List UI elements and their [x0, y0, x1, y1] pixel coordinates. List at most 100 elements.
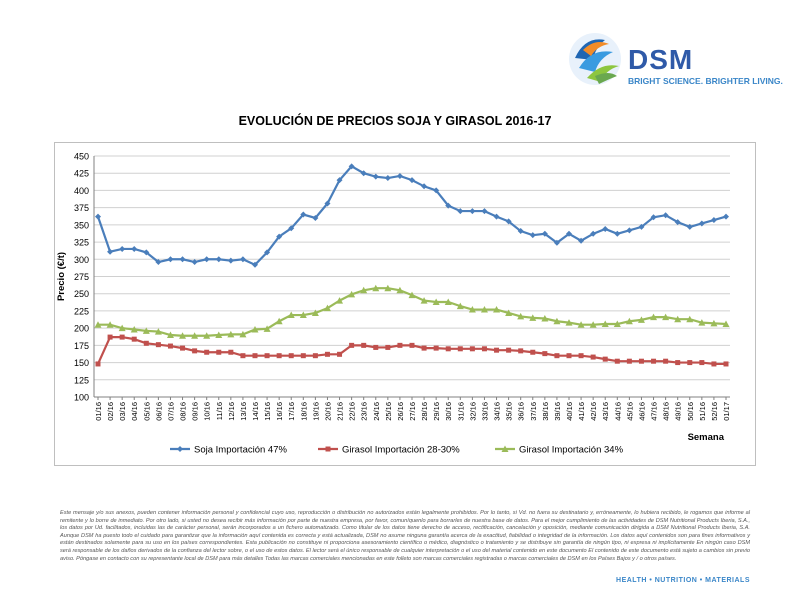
data-point	[119, 334, 125, 340]
data-point	[565, 319, 573, 326]
data-point	[409, 342, 415, 348]
x-tick-label: 09/16	[191, 402, 200, 421]
data-point	[637, 316, 645, 323]
data-point	[444, 298, 452, 305]
data-point	[227, 330, 235, 338]
data-point	[252, 353, 258, 359]
data-point	[312, 214, 319, 221]
data-point	[614, 358, 620, 364]
data-point	[312, 353, 318, 359]
data-point	[204, 349, 210, 355]
data-point	[650, 313, 658, 321]
x-tick-label: 37/16	[529, 402, 538, 421]
y-tick-label: 300	[74, 255, 89, 265]
data-point	[445, 346, 451, 352]
data-point	[408, 291, 416, 299]
data-point	[349, 342, 355, 348]
data-point	[722, 320, 730, 328]
data-point	[698, 319, 706, 326]
series-1	[95, 163, 729, 268]
data-point	[131, 245, 138, 252]
x-tick-label: 28/16	[420, 402, 429, 421]
data-point	[275, 317, 283, 325]
data-point	[264, 249, 271, 256]
x-tick-label: 24/16	[372, 402, 381, 421]
data-point	[373, 344, 379, 350]
data-point	[203, 256, 210, 263]
x-tick-label: 43/16	[601, 402, 610, 421]
data-point	[590, 354, 596, 360]
chart-title: EVOLUCIÓN DE PRECIOS SOJA Y GIRASOL 2016…	[238, 114, 552, 128]
footer-tagline: HEALTH • NUTRITION • MATERIALS	[616, 577, 750, 584]
data-point	[421, 183, 428, 190]
data-point	[166, 331, 174, 339]
x-tick-label: 52/16	[710, 402, 719, 421]
x-tick-label: 08/16	[179, 402, 188, 421]
x-tick-label: 12/16	[227, 402, 236, 421]
data-point	[651, 358, 657, 364]
data-point	[566, 353, 572, 359]
data-point	[686, 315, 694, 323]
data-point	[602, 356, 608, 362]
legend-entry: Girasol Importación 34%	[495, 445, 624, 456]
x-tick-label: 27/16	[408, 402, 417, 421]
data-point	[578, 353, 584, 359]
series-3	[94, 284, 730, 339]
data-point	[614, 230, 621, 237]
data-point	[409, 177, 415, 184]
data-point	[227, 257, 234, 264]
data-point	[517, 228, 524, 235]
data-point	[638, 358, 644, 364]
data-point	[662, 212, 669, 219]
data-point	[723, 213, 729, 220]
data-point	[154, 328, 162, 335]
data-point	[589, 321, 597, 328]
data-point	[143, 340, 149, 346]
data-point	[239, 256, 246, 263]
data-point	[396, 172, 403, 179]
x-tick-label: 51/16	[698, 402, 707, 421]
x-tick-label: 31/16	[456, 402, 465, 421]
data-point	[348, 290, 356, 298]
data-point	[626, 358, 632, 364]
data-point	[506, 347, 512, 353]
x-tick-label: 22/16	[348, 402, 357, 421]
x-tick-label: 23/16	[360, 402, 369, 421]
y-tick-label: 175	[74, 341, 89, 351]
x-tick-label: 01/17	[722, 402, 731, 421]
x-tick-label: 47/16	[650, 402, 659, 421]
data-point	[517, 312, 525, 320]
x-tick-label: 49/16	[674, 402, 683, 421]
y-tick-label: 150	[74, 358, 89, 368]
data-point	[385, 344, 391, 350]
data-point	[663, 358, 669, 364]
x-tick-label: 21/16	[336, 402, 345, 421]
data-point	[143, 249, 150, 256]
legend-entry: Girasol Importación 28-30%	[318, 445, 460, 456]
data-point	[553, 239, 560, 246]
x-tick-label: 35/16	[505, 402, 514, 421]
data-point	[384, 175, 391, 182]
data-point	[239, 330, 247, 338]
x-tick-label: 45/16	[625, 402, 634, 421]
data-point	[179, 332, 187, 339]
x-tick-label: 50/16	[686, 402, 695, 421]
data-point	[723, 361, 729, 367]
data-point	[433, 187, 440, 194]
x-tick-label: 20/16	[323, 402, 332, 421]
data-point	[457, 208, 464, 215]
data-point	[420, 297, 428, 304]
x-tick-label: 32/16	[468, 402, 477, 421]
data-point	[167, 256, 174, 263]
data-point	[602, 225, 609, 232]
data-point	[518, 348, 524, 354]
data-point	[674, 219, 681, 226]
data-point	[94, 321, 102, 328]
data-point	[577, 321, 585, 328]
data-point	[457, 346, 463, 352]
data-point	[323, 304, 331, 312]
data-point	[276, 353, 282, 359]
data-point	[590, 230, 597, 237]
x-tick-label: 40/16	[565, 402, 574, 421]
data-point	[662, 313, 670, 321]
